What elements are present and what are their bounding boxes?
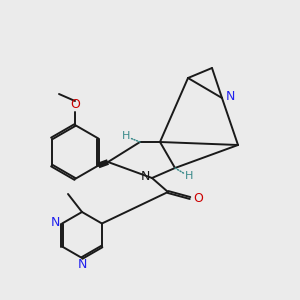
Text: H: H xyxy=(122,131,130,141)
Text: O: O xyxy=(70,98,80,112)
Text: N: N xyxy=(77,259,87,272)
Text: O: O xyxy=(193,193,203,206)
Text: N: N xyxy=(225,89,235,103)
Text: N: N xyxy=(140,169,150,182)
Text: H: H xyxy=(185,171,193,181)
Text: N: N xyxy=(50,216,60,229)
